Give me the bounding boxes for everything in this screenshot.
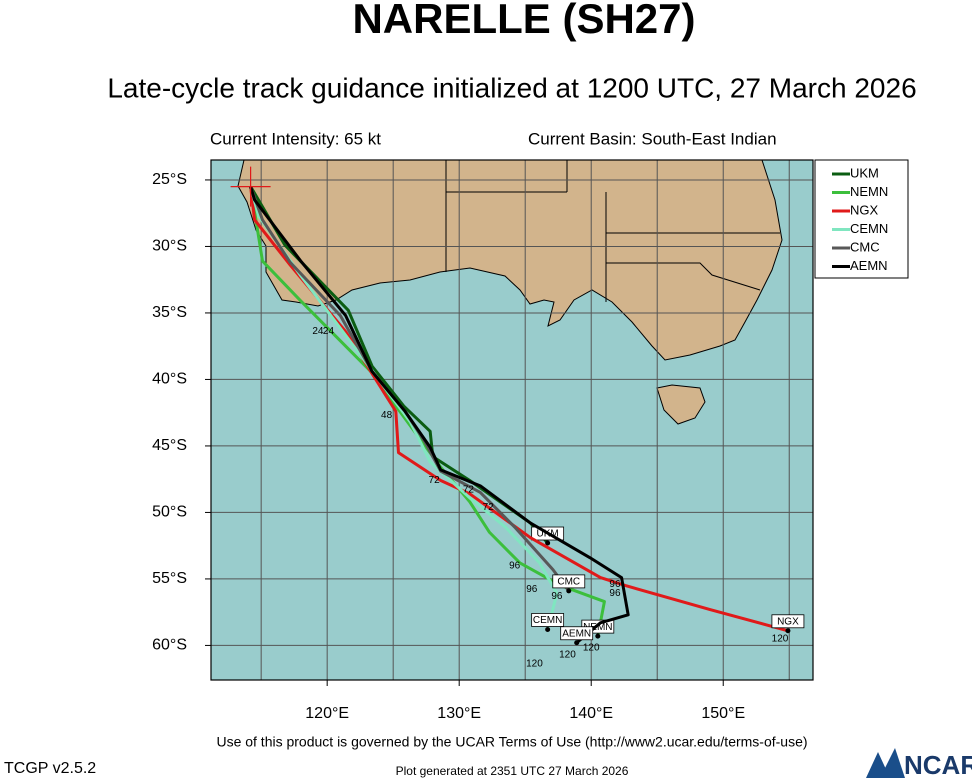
hour-label: 72 (463, 484, 475, 495)
track-end (566, 588, 572, 594)
legend-label: CMC (850, 239, 880, 254)
model-label: CEMN (533, 615, 562, 626)
hour-label: 96 (526, 584, 538, 595)
chart-title: NARELLE (SH27) (352, 0, 695, 42)
model-label-box (552, 574, 586, 589)
hour-label: 120 (772, 633, 789, 644)
x-tick-label: 150°E (701, 705, 745, 722)
model-label: AEMN (562, 628, 591, 639)
logo-mark (866, 748, 905, 778)
legend-label: CEMN (850, 221, 888, 236)
current-position (230, 166, 271, 207)
track-end (574, 640, 580, 646)
y-tick-label: 45°S (152, 437, 187, 454)
grid (211, 160, 813, 680)
intensity: Current Intensity: 65 kt (210, 129, 381, 148)
track-end (595, 633, 601, 639)
legend (814, 159, 909, 279)
tasmania (656, 384, 706, 425)
y-tick-label: 55°S (152, 570, 187, 587)
hour-label: 96 (551, 591, 563, 602)
hour-label: 72 (429, 475, 441, 486)
x-tick-label: 130°E (437, 705, 481, 722)
version: TCGP v2.5.2 (4, 760, 96, 777)
hour-label: 24 (312, 326, 324, 337)
x-tick-label: 140°E (569, 705, 613, 722)
chart-subtitle: Late-cycle track guidance initialized at… (107, 72, 916, 103)
logo: NCAR (904, 750, 972, 780)
y-tick-label: 50°S (152, 504, 187, 521)
model-label: NGX (777, 616, 799, 627)
legend-label: AEMN (850, 258, 888, 273)
legend-label: NEMN (850, 184, 888, 199)
y-tick-label: 25°S (152, 171, 187, 188)
generated: Plot generated at 2351 UTC 27 March 2026 (396, 764, 629, 778)
track-end (785, 628, 791, 634)
y-tick-label: 60°S (152, 637, 187, 654)
land (237, 159, 783, 425)
model-label-box (560, 626, 594, 641)
track-end (545, 540, 551, 546)
hour-label: 24 (323, 326, 335, 337)
hour-label: 96 (609, 588, 621, 599)
legend-label: UKM (850, 165, 879, 180)
legend-items: UKM NEMN NGX CEMN CMC AEMN (832, 165, 888, 273)
hour-label: 120 (559, 649, 576, 660)
track-end (545, 626, 551, 632)
hour-label: 96 (609, 579, 621, 590)
hour-label: 96 (509, 560, 521, 571)
state-borders (445, 160, 780, 302)
y-tick-label: 40°S (152, 371, 187, 388)
y-tick-label: 30°S (152, 238, 187, 255)
hour-label: 120 (583, 643, 600, 654)
model-label: NEMN (583, 622, 612, 633)
model-label-box (531, 613, 565, 627)
map-frame (210, 159, 814, 681)
track (249, 186, 630, 644)
x-tick-label: 120°E (305, 705, 349, 722)
australia (237, 159, 783, 361)
model-label: CMC (557, 577, 580, 588)
model-label-box (771, 614, 805, 629)
terms: Use of this product is governed by the U… (216, 734, 807, 750)
hour-label: 48 (381, 410, 393, 421)
hour-label: 72 (483, 502, 495, 513)
hour-label: 120 (526, 659, 543, 670)
y-tick-label: 35°S (152, 304, 187, 321)
basin: Current Basin: South-East Indian (528, 129, 777, 148)
legend-label: NGX (850, 202, 879, 217)
